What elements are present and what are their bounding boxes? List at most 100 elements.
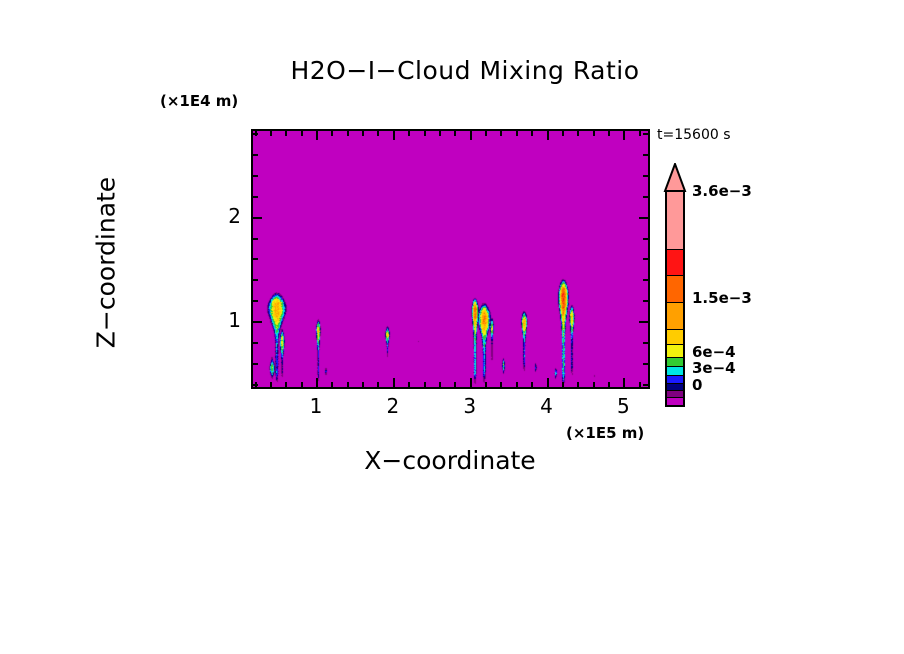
x-unit-label: (×1E5 m) [566,424,645,442]
tick-mark [454,382,456,387]
tick-mark [643,154,648,156]
tick-mark [608,131,610,136]
tick-mark [562,382,564,387]
y-unit-label: (×1E4 m) [160,92,239,110]
tick-mark [253,238,258,240]
tick-mark [362,131,364,136]
tick-mark [424,131,426,136]
tick-mark [270,131,272,136]
tick-mark [485,131,487,136]
colorbar-band [667,376,683,384]
tick-mark [643,300,648,302]
tick-mark [285,131,287,136]
y-axis-title: Z−coordinate [91,176,121,349]
colorbar-band [667,367,683,376]
tick-mark [485,382,487,387]
x-tick-label: 1 [309,394,323,418]
tick-mark [470,378,472,387]
colorbar-band [667,276,683,303]
y-tick-label: 1 [228,308,241,333]
tick-mark [516,382,518,387]
tick-mark [253,133,258,135]
tick-mark [500,382,502,387]
tick-mark [639,321,648,323]
colorbar-band [667,398,683,405]
tick-mark [639,217,648,219]
tick-mark [547,378,549,387]
plot-area [253,131,648,387]
tick-mark [593,382,595,387]
tick-mark [393,378,395,387]
tick-mark [577,382,579,387]
tick-mark [253,363,258,365]
tick-mark [593,131,595,136]
tick-mark [562,131,564,136]
tick-mark [347,382,349,387]
colorbar-arrow-icon [663,163,687,192]
tick-mark [639,382,641,387]
tick-mark [577,131,579,136]
x-tick-label: 3 [463,394,477,418]
tick-mark [316,131,318,140]
tick-mark [547,131,549,140]
tick-mark [470,131,472,140]
tick-mark [347,131,349,136]
tick-mark [253,342,258,344]
tick-mark [331,382,333,387]
tick-mark [377,382,379,387]
tick-mark [643,175,648,177]
tick-mark [623,131,625,140]
tick-mark [623,378,625,387]
tick-mark [316,378,318,387]
tick-mark [253,384,258,386]
colorbar-band [667,384,683,391]
tick-mark [424,382,426,387]
tick-mark [408,131,410,136]
tick-mark [439,131,441,136]
tick-mark [531,131,533,136]
colorbar-tick-label: 0 [692,376,703,394]
tick-mark [608,382,610,387]
tick-mark [439,382,441,387]
x-tick-label: 5 [617,394,630,418]
tick-mark [253,258,258,260]
tick-mark [500,131,502,136]
tick-mark [377,131,379,136]
colorbar-band [667,358,683,367]
tick-mark [643,384,648,386]
timestamp-label: t=15600 s [657,127,731,143]
colorbar-tick-label: 1.5e−3 [692,289,752,307]
colorbar-band [667,250,683,276]
colorbar [665,190,685,407]
tick-mark [643,133,648,135]
colorbar-band [667,192,683,250]
colorbar-tick-label: 3.6e−3 [692,182,752,200]
tick-mark [253,217,262,219]
tick-mark [253,300,258,302]
tick-mark [331,131,333,136]
x-tick-label: 2 [386,394,400,418]
tick-mark [454,131,456,136]
tick-mark [643,363,648,365]
tick-mark [643,342,648,344]
colorbar-band [667,391,683,398]
tick-mark [393,131,395,140]
colorbar-tick-label: 3e−4 [692,359,736,377]
page-title: H2O−I−Cloud Mixing Ratio [290,56,640,85]
tick-mark [643,238,648,240]
tick-mark [643,196,648,198]
colorbar-tick-label: 6e−4 [692,343,736,361]
colorbar-band [667,345,683,358]
colorbar-band [667,303,683,330]
tick-mark [639,131,641,136]
colorbar-band [667,330,683,345]
tick-mark [253,154,258,156]
tick-mark [253,175,258,177]
tick-mark [531,382,533,387]
tick-mark [301,382,303,387]
heatmap-field [253,131,648,387]
tick-mark [253,196,258,198]
tick-mark [408,382,410,387]
y-tick-label: 2 [228,203,241,228]
